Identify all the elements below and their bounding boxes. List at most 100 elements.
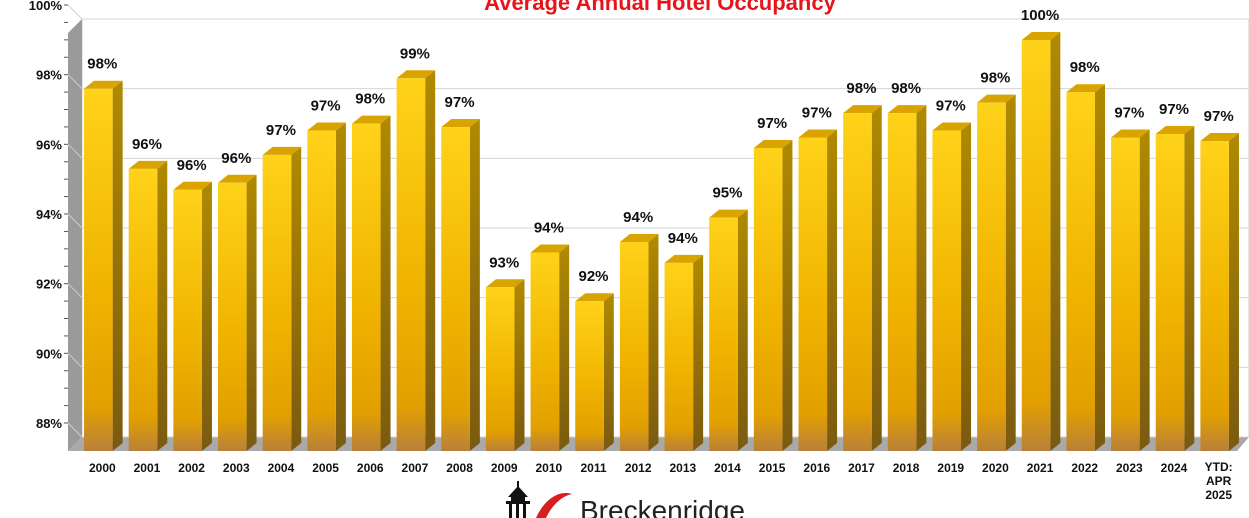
bar-side bbox=[1050, 31, 1061, 451]
data-label: 95% bbox=[712, 185, 742, 202]
bar-top bbox=[217, 174, 257, 183]
chart-left-wall bbox=[68, 19, 82, 451]
gridline-side bbox=[67, 283, 83, 299]
bar-2023 bbox=[1111, 129, 1150, 451]
bar-top bbox=[530, 244, 570, 253]
x-tick-label: 2010 bbox=[536, 461, 563, 475]
bar-front bbox=[1021, 39, 1051, 451]
x-tick-label: 2002 bbox=[178, 461, 205, 475]
x-tick-label: 2017 bbox=[848, 461, 875, 475]
bar-side bbox=[246, 174, 257, 452]
gridline-side bbox=[67, 213, 83, 229]
bar-side bbox=[112, 80, 123, 451]
data-label: 94% bbox=[623, 209, 653, 226]
bar-2010 bbox=[530, 244, 570, 451]
data-label: 93% bbox=[489, 254, 519, 271]
bar-side bbox=[559, 244, 570, 451]
data-label: 97% bbox=[802, 105, 832, 122]
data-label: 96% bbox=[132, 136, 162, 153]
bar-front bbox=[753, 147, 783, 451]
bar-front bbox=[1155, 134, 1185, 451]
bar-2019 bbox=[932, 122, 972, 452]
bar-2013 bbox=[664, 254, 704, 451]
gridline-side bbox=[67, 352, 83, 368]
bar-2008 bbox=[441, 119, 480, 452]
swoosh-icon bbox=[536, 493, 572, 518]
bar-top bbox=[709, 209, 748, 218]
data-label: 98% bbox=[846, 80, 876, 97]
bar-top bbox=[843, 105, 882, 114]
bar-front bbox=[307, 130, 336, 452]
bar-top bbox=[128, 160, 168, 169]
bar-side bbox=[827, 129, 838, 451]
x-tick-label: 2004 bbox=[268, 461, 295, 475]
bar-side bbox=[782, 139, 793, 451]
bar-side bbox=[871, 105, 882, 451]
bar-top bbox=[84, 80, 123, 89]
data-label: 97% bbox=[445, 94, 475, 111]
bar-2003 bbox=[217, 174, 257, 452]
data-label: 97% bbox=[311, 98, 341, 115]
gridline-side bbox=[67, 143, 83, 159]
y-tick-label: 92% bbox=[36, 277, 62, 292]
bar-front bbox=[485, 287, 515, 451]
bar-top bbox=[977, 94, 1016, 103]
bar-2018 bbox=[887, 105, 927, 451]
bar-side bbox=[380, 115, 391, 452]
data-label: 98% bbox=[891, 80, 921, 97]
bar-2021 bbox=[1021, 31, 1061, 451]
bar-top bbox=[396, 70, 436, 79]
data-label: 98% bbox=[355, 91, 385, 108]
x-tick-label: 2014 bbox=[714, 461, 741, 475]
bar-2000 bbox=[84, 80, 123, 451]
bar-2016 bbox=[798, 129, 838, 451]
x-tick-label: 2007 bbox=[402, 461, 429, 475]
bar-top bbox=[307, 122, 346, 131]
x-tick-label: 2011 bbox=[580, 461, 606, 475]
y-tick-label: 96% bbox=[36, 137, 62, 152]
data-label: 92% bbox=[579, 268, 609, 285]
y-tick-label: 94% bbox=[36, 207, 62, 222]
bar-front bbox=[575, 301, 604, 451]
x-tick-label: 2019 bbox=[937, 461, 964, 475]
bar-side bbox=[1228, 132, 1239, 451]
bar-front bbox=[1066, 92, 1096, 451]
y-tick-label: 100% bbox=[29, 0, 63, 13]
bar-2020 bbox=[977, 94, 1016, 452]
bar-top bbox=[485, 279, 525, 288]
data-label: 96% bbox=[177, 157, 207, 174]
bar-front bbox=[977, 102, 1006, 452]
bar-2005 bbox=[307, 122, 346, 452]
bar-top bbox=[351, 115, 391, 124]
data-label: 97% bbox=[936, 98, 966, 115]
bar-2007 bbox=[396, 70, 436, 452]
x-tick-label: 2023 bbox=[1116, 461, 1143, 475]
bar-front bbox=[84, 88, 113, 451]
bar-top bbox=[1155, 126, 1195, 135]
bar-side bbox=[201, 181, 212, 451]
bar-front bbox=[262, 154, 292, 451]
bar-front bbox=[396, 78, 426, 452]
bar-side bbox=[1095, 84, 1106, 451]
x-tick-label: 2005 bbox=[312, 461, 339, 475]
bar-2014 bbox=[709, 209, 748, 451]
brand-name: Breckenridge bbox=[580, 495, 745, 518]
bar-2022 bbox=[1066, 84, 1106, 451]
bar-ytd-apr-2025 bbox=[1200, 132, 1239, 451]
x-tick-label: 2008 bbox=[446, 461, 473, 475]
bar-2006 bbox=[351, 115, 391, 452]
bar-2004 bbox=[262, 146, 302, 451]
y-tick-label: 88% bbox=[36, 416, 62, 431]
bar-front bbox=[709, 217, 738, 451]
gridline-side bbox=[67, 4, 83, 20]
bar-2024 bbox=[1155, 126, 1195, 452]
x-tick-label: 2016 bbox=[803, 461, 830, 475]
bar-side bbox=[1184, 126, 1195, 452]
bar-top bbox=[887, 105, 927, 114]
data-label: 98% bbox=[87, 56, 117, 73]
bar-front bbox=[843, 113, 872, 451]
bar-top bbox=[664, 254, 704, 263]
bar-front bbox=[351, 123, 381, 452]
bar-top bbox=[1200, 132, 1239, 141]
